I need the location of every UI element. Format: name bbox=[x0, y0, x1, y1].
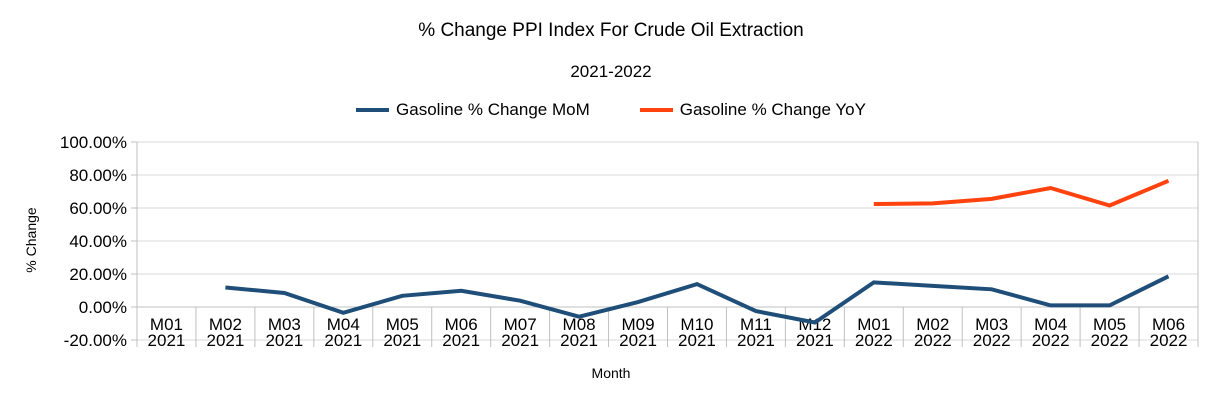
legend-label-mom: Gasoline % Change MoM bbox=[396, 100, 590, 119]
chart-subtitle: 2021-2022 bbox=[570, 62, 652, 81]
x-tick-label: M08 2021 bbox=[560, 315, 598, 350]
x-tick-label: M01 2022 bbox=[855, 315, 893, 350]
legend-item-yoy: Gasoline % Change YoY bbox=[639, 100, 866, 120]
x-tick-label: M04 2022 bbox=[1032, 315, 1070, 350]
yoy-line-swatch bbox=[639, 108, 673, 112]
x-tick-label: M06 2021 bbox=[442, 315, 480, 350]
y-tick-label: -20.00% bbox=[64, 331, 127, 350]
legend-label-yoy: Gasoline % Change YoY bbox=[679, 100, 866, 119]
x-tick-label: M01 2021 bbox=[148, 315, 186, 350]
x-tick-label: M05 2021 bbox=[383, 315, 421, 350]
y-tick-label: 60.00% bbox=[69, 199, 127, 218]
x-tick-label: M03 2022 bbox=[973, 315, 1011, 350]
x-tick-label: M04 2021 bbox=[324, 315, 362, 350]
legend: Gasoline % Change MoM Gasoline % Change … bbox=[0, 100, 1222, 120]
x-tick-label: M09 2021 bbox=[619, 315, 657, 350]
x-tick-label: M02 2021 bbox=[207, 315, 245, 350]
x-tick-label: M06 2022 bbox=[1150, 315, 1188, 350]
mom-line-swatch bbox=[356, 108, 390, 112]
chart-title: % Change PPI Index For Crude Oil Extract… bbox=[418, 20, 804, 41]
y-tick-label: 40.00% bbox=[69, 232, 127, 251]
y-tick-label: 100.00% bbox=[60, 133, 127, 152]
x-tick-label: M07 2021 bbox=[501, 315, 539, 350]
x-axis-title: Month bbox=[591, 365, 631, 381]
legend-item-mom: Gasoline % Change MoM bbox=[356, 100, 590, 120]
x-tick-label: M05 2022 bbox=[1091, 315, 1129, 350]
y-tick-label: 20.00% bbox=[69, 265, 127, 284]
x-tick-label: M03 2021 bbox=[265, 315, 303, 350]
x-tick-label: M11 2021 bbox=[737, 315, 775, 350]
mom-series-line bbox=[225, 274, 1170, 325]
y-tick-label: 0.00% bbox=[79, 298, 127, 317]
yoy-series-line bbox=[873, 178, 1170, 208]
x-tick-label: M10 2021 bbox=[678, 315, 716, 350]
y-tick-label: 80.00% bbox=[69, 166, 127, 185]
x-tick-label: M02 2022 bbox=[914, 315, 952, 350]
